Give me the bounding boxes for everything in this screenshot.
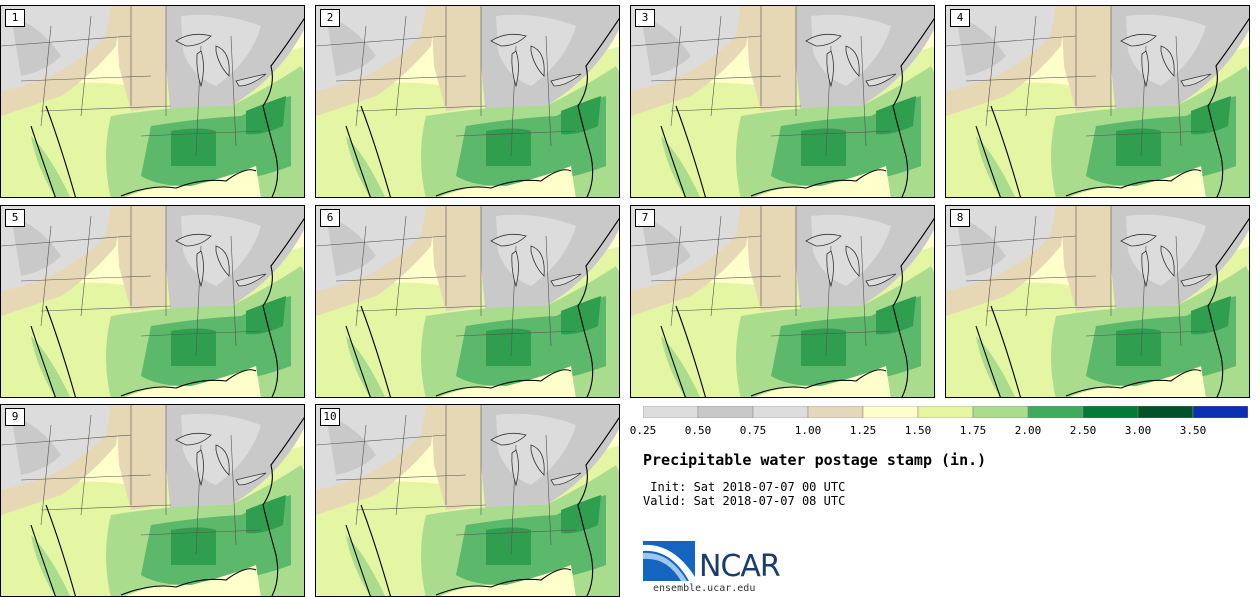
init-time: Init: Sat 2018-07-07 00 UTC xyxy=(643,480,846,494)
member-map xyxy=(946,6,1249,197)
member-number: 1 xyxy=(5,9,25,27)
member-number: 3 xyxy=(635,9,655,27)
colorbar-segment xyxy=(1137,406,1194,418)
member-panel: 2 xyxy=(315,5,620,198)
colorbar-tick: 2.00 xyxy=(1014,424,1042,437)
member-map xyxy=(1,405,304,596)
colorbar-segment xyxy=(862,406,919,418)
colorbar-segment xyxy=(807,406,864,418)
member-panel: 1 xyxy=(0,5,305,198)
member-map xyxy=(316,6,619,197)
colorbar-tick: 1.50 xyxy=(904,424,932,437)
colorbar-segment xyxy=(1192,406,1248,418)
colorbar-tick: 1.25 xyxy=(849,424,877,437)
member-map xyxy=(631,6,934,197)
member-map xyxy=(631,206,934,397)
member-number: 9 xyxy=(5,408,25,426)
valid-time: Valid: Sat 2018-07-07 08 UTC xyxy=(643,494,846,508)
member-panel: 8 xyxy=(945,205,1250,398)
colorbar-tick: 0.50 xyxy=(684,424,712,437)
colorbar-segment xyxy=(643,406,699,418)
colorbar-tick: 2.50 xyxy=(1069,424,1097,437)
member-panel: 4 xyxy=(945,5,1250,198)
colorbar-segment xyxy=(1082,406,1139,418)
ncar-logo-text: NCAR xyxy=(699,549,781,584)
colorbar-tick: 0.75 xyxy=(739,424,767,437)
ncar-logo-icon xyxy=(643,541,695,581)
colorbar-tick: 1.75 xyxy=(959,424,987,437)
precipitable-water-colorbar xyxy=(643,406,1248,418)
colorbar-segment xyxy=(1027,406,1084,418)
member-number: 10 xyxy=(320,408,340,426)
member-number: 6 xyxy=(320,209,340,227)
colorbar-segment xyxy=(752,406,809,418)
member-number: 2 xyxy=(320,9,340,27)
member-panel: 10 xyxy=(315,404,620,597)
member-panel: 7 xyxy=(630,205,935,398)
member-number: 8 xyxy=(950,209,970,227)
member-map xyxy=(316,206,619,397)
member-map xyxy=(946,206,1249,397)
member-panel: 5 xyxy=(0,205,305,398)
colorbar-segment xyxy=(917,406,974,418)
ensemble-url: ensemble.ucar.edu xyxy=(653,583,756,594)
member-number: 7 xyxy=(635,209,655,227)
colorbar-tick: 3.00 xyxy=(1124,424,1152,437)
member-panel: 6 xyxy=(315,205,620,398)
colorbar-segment xyxy=(972,406,1029,418)
member-number: 4 xyxy=(950,9,970,27)
member-panel: 3 xyxy=(630,5,935,198)
colorbar-segment xyxy=(697,406,754,418)
colorbar-tick: 1.00 xyxy=(794,424,822,437)
chart-title: Precipitable water postage stamp (in.) xyxy=(643,451,987,469)
member-number: 5 xyxy=(5,209,25,227)
member-map xyxy=(1,6,304,197)
member-panel: 9 xyxy=(0,404,305,597)
member-map xyxy=(1,206,304,397)
colorbar-tick: 0.25 xyxy=(629,424,657,437)
member-map xyxy=(316,405,619,596)
colorbar-tick: 3.50 xyxy=(1179,424,1207,437)
